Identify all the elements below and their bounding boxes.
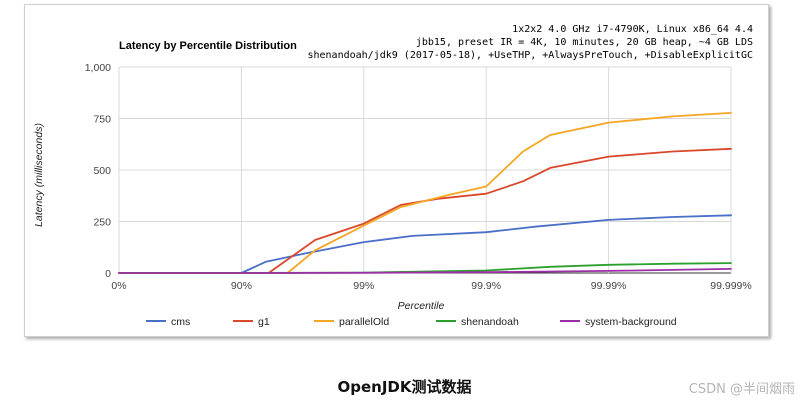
grid-layer xyxy=(118,66,732,274)
series-line-shenandoah xyxy=(118,262,732,274)
x-tick-label: 99.99% xyxy=(591,280,627,292)
y-tick-label: 500 xyxy=(93,165,111,177)
latency-chart: Latency by Percentile Distribution 1x2x2… xyxy=(33,24,753,328)
x-axis-title: Percentile xyxy=(398,300,445,312)
x-tick-label: 0% xyxy=(111,280,126,292)
chart-title: Latency by Percentile Distribution xyxy=(119,40,297,52)
y-tick-label: 1,000 xyxy=(85,62,111,74)
series-line-g1 xyxy=(118,147,732,274)
figure-caption: OpenJDK测试数据 xyxy=(337,378,472,396)
y-tick-label: 750 xyxy=(93,114,111,126)
legend-label-system-background: system-background xyxy=(585,316,677,328)
y-tick-label: 250 xyxy=(93,217,111,229)
chart-meta-line-3: shenandoah/jdk9 (2017-05-18), +UseTHP, +… xyxy=(307,50,753,61)
series-line-cms xyxy=(118,214,732,274)
chart-meta-line-2: jbb15, preset IR = 4K, 10 minutes, 20 GB… xyxy=(416,37,753,48)
x-tick-label: 90% xyxy=(231,280,252,292)
x-tick-label: 99% xyxy=(353,280,374,292)
chart-frame: Latency by Percentile Distribution 1x2x2… xyxy=(24,4,769,337)
legend: cms g1 parallelOld shenandoah system-backgro… xyxy=(146,316,677,328)
watermark: CSDN @半间烟雨 xyxy=(688,382,795,397)
legend-label-shenandoah: shenandoah xyxy=(461,316,519,328)
series-line-parallelOld xyxy=(118,112,732,274)
tick-layer: 0 250 500 750 1,000 0% 90% 99% 99.9% 99.99% 99.999… xyxy=(85,62,752,292)
series-line-system-background xyxy=(118,267,732,274)
y-tick-label: 0 xyxy=(105,268,111,280)
legend-label-parallelOld: parallelOld xyxy=(339,316,389,328)
x-tick-label: 99.9% xyxy=(471,280,501,292)
series-layer xyxy=(118,112,732,274)
y-axis-title: Latency (milliseconds) xyxy=(33,123,45,227)
legend-label-cms: cms xyxy=(171,316,190,328)
chart-meta-line-1: 1x2x2 4.0 GHz i7-4790K, Linux x86_64 4.4 xyxy=(512,24,753,35)
legend-label-g1: g1 xyxy=(258,316,270,328)
x-tick-label: 99.999% xyxy=(710,280,751,292)
